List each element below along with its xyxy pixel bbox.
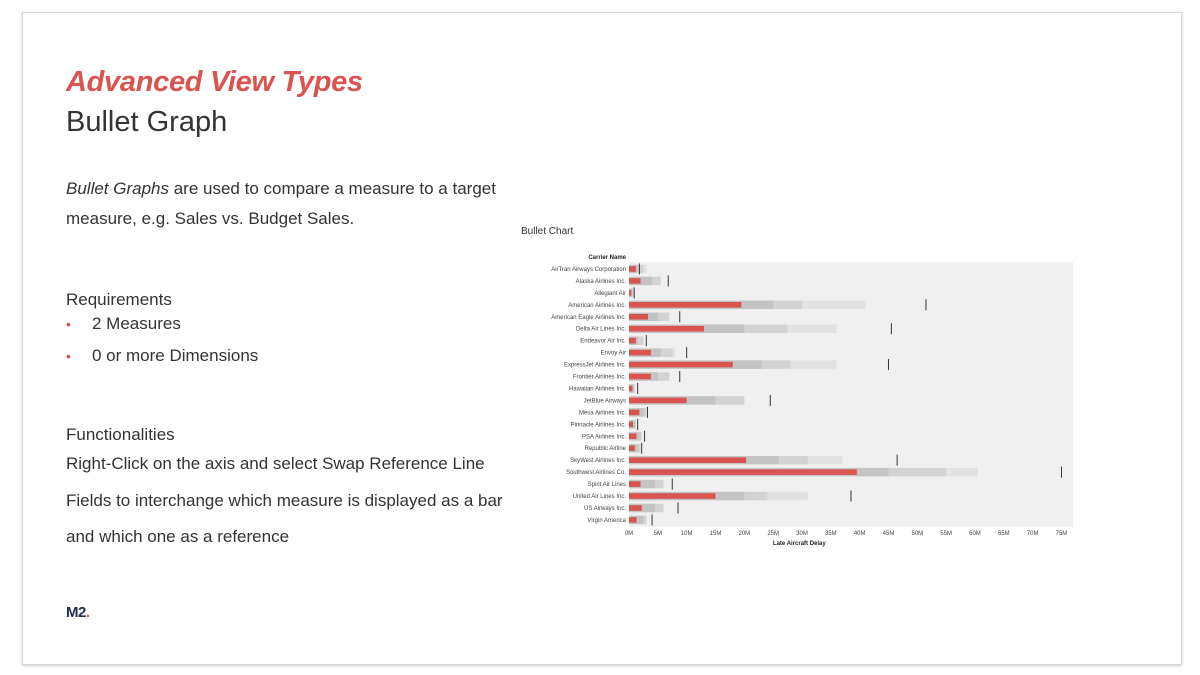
- bar: [629, 397, 687, 404]
- category-label: ExpressJet Airlines Inc.: [564, 363, 626, 369]
- x-tick-label: 75M: [1056, 531, 1068, 537]
- slide-subheading: Bullet Graph: [66, 106, 228, 138]
- bar: [629, 457, 747, 463]
- category-label: Spirit Air Lines: [588, 482, 626, 488]
- logo-text: M2: [66, 604, 86, 621]
- category-label: Southwest Airlines Co.: [566, 470, 626, 476]
- bar: [629, 421, 634, 428]
- m2-logo: M2.: [66, 604, 90, 621]
- x-tick-label: 20M: [738, 531, 750, 537]
- description: Bullet Graphs are used to compare a meas…: [66, 174, 536, 234]
- bar: [629, 433, 637, 440]
- bullet-icon: •: [66, 316, 71, 332]
- category-label: Endeavor Air Inc.: [580, 339, 626, 345]
- bullet-icon: •: [66, 348, 71, 364]
- x-axis-label: Late Aircraft Delay: [773, 541, 826, 547]
- category-label: Hawaiian Airlines Inc.: [569, 386, 626, 392]
- category-label: Frontier Airlines Inc.: [573, 375, 626, 381]
- category-label: SkyWest Airlines Inc.: [570, 458, 626, 464]
- category-label: Republic Airline: [585, 446, 627, 452]
- bar: [629, 469, 857, 475]
- category-label: Alaska Airlines Inc.: [576, 279, 627, 285]
- category-label: JetBlue Airways: [584, 398, 626, 404]
- functionalities-title: Functionalities: [66, 425, 175, 444]
- bar: [629, 325, 704, 332]
- category-label: Pinnacle Airlines Inc.: [571, 422, 627, 428]
- x-tick-label: 60M: [969, 531, 981, 537]
- category-label: United Air Lines Inc.: [573, 494, 627, 500]
- x-tick-label: 35M: [825, 531, 837, 537]
- requirement-text: 0 or more Dimensions: [92, 346, 259, 365]
- x-tick-label: 25M: [767, 531, 779, 537]
- bar: [629, 373, 651, 380]
- category-label: AirTran Airways Corporation: [551, 267, 626, 273]
- bar: [629, 493, 716, 499]
- list-item: • 0 or more Dimensions: [66, 341, 258, 373]
- chart-title: Bullet Chart: [521, 226, 574, 237]
- bullet-chart: Carrier Name AirTran Airways Corporation A…: [551, 255, 1073, 547]
- category-label: Allegiant Air: [594, 291, 626, 297]
- list-item: • 2 Measures: [66, 309, 258, 341]
- bar: [629, 445, 635, 452]
- x-tick-label: 40M: [854, 531, 866, 537]
- requirements-title: Requirements: [66, 290, 172, 309]
- bar: [629, 337, 636, 344]
- category-label: American Airlines Inc.: [568, 303, 626, 309]
- category-label: US Airways Inc.: [584, 506, 626, 512]
- category-label: American Eagle Airlines Inc.: [551, 315, 626, 321]
- x-tick-label: 10M: [681, 531, 693, 537]
- x-tick-label: 15M: [710, 531, 722, 537]
- category-label: Delta Air Lines Inc.: [576, 327, 626, 333]
- bar: [629, 361, 733, 368]
- requirement-text: 2 Measures: [92, 314, 181, 333]
- band-dark: [629, 479, 655, 489]
- x-tick-label: 50M: [911, 531, 923, 537]
- bar: [629, 385, 633, 392]
- slide-heading: Advanced View Types: [66, 66, 363, 98]
- bar: [629, 302, 742, 308]
- bar: [629, 349, 651, 356]
- x-tick-label: 5M: [654, 531, 662, 537]
- x-tick-label: 70M: [1027, 531, 1039, 537]
- category-label: PSA Airlines Inc.: [582, 434, 626, 440]
- row-header: Carrier Name: [588, 255, 626, 261]
- x-tick-label: 45M: [883, 531, 895, 537]
- category-label: Envoy Air: [601, 351, 626, 357]
- category-label: Virgin America: [587, 518, 626, 524]
- bar: [629, 290, 632, 296]
- x-tick-label: 55M: [940, 531, 952, 537]
- x-tick-label: 30M: [796, 531, 808, 537]
- description-emphasis: Bullet Graphs: [66, 179, 169, 198]
- bar: [629, 517, 637, 523]
- bar: [629, 313, 649, 320]
- bar: [629, 278, 641, 284]
- description-text: are used to compare a measure to a targe…: [66, 179, 496, 228]
- logo-dot: .: [85, 604, 90, 621]
- bar: [629, 266, 636, 272]
- x-tick-label: 65M: [998, 531, 1010, 537]
- band-dark: [629, 503, 655, 513]
- bar: [629, 505, 642, 511]
- requirements-list: • 2 Measures • 0 or more Dimensions: [66, 309, 258, 373]
- bar: [629, 481, 641, 487]
- functionalities-text: Right-Click on the axis and select Swap …: [66, 454, 503, 546]
- bar: [629, 409, 640, 416]
- category-label: Mesa Airlines Inc.: [579, 410, 626, 416]
- x-tick-label: 0M: [625, 531, 633, 537]
